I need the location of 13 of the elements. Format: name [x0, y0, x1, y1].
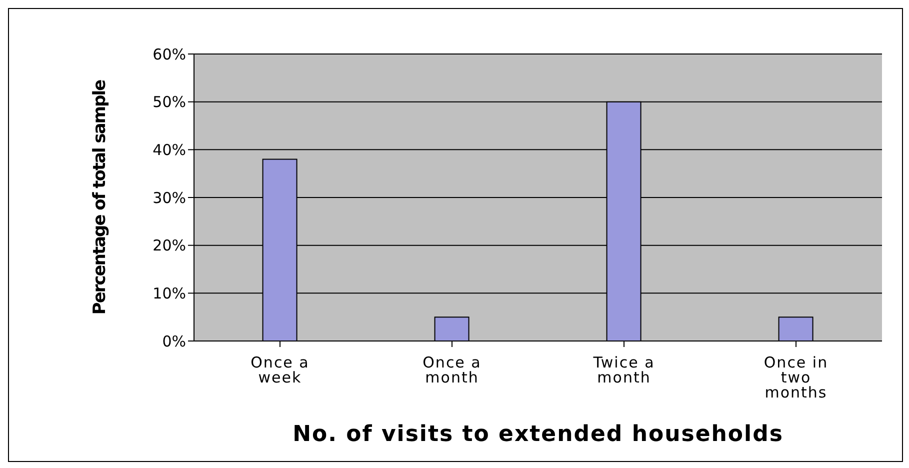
- x-tick-label: Once in two months: [764, 354, 828, 402]
- x-tick-label: Once a month: [422, 354, 482, 387]
- y-tick-label: 10%: [152, 284, 186, 302]
- y-axis-title: Percentage of total sample: [90, 80, 110, 315]
- y-tick-label: 40%: [152, 140, 186, 159]
- x-tick-label: Twice a month: [592, 354, 655, 387]
- x-tick-label: Once a week: [250, 354, 310, 387]
- y-tick-label: 30%: [152, 188, 186, 207]
- y-tick-label: 60%: [152, 45, 186, 64]
- y-tick-label: 0%: [162, 332, 186, 350]
- y-tick-label: 50%: [152, 93, 186, 112]
- x-axis-title: No. of visits to extended households: [292, 422, 784, 447]
- y-tick-label: 20%: [152, 236, 186, 255]
